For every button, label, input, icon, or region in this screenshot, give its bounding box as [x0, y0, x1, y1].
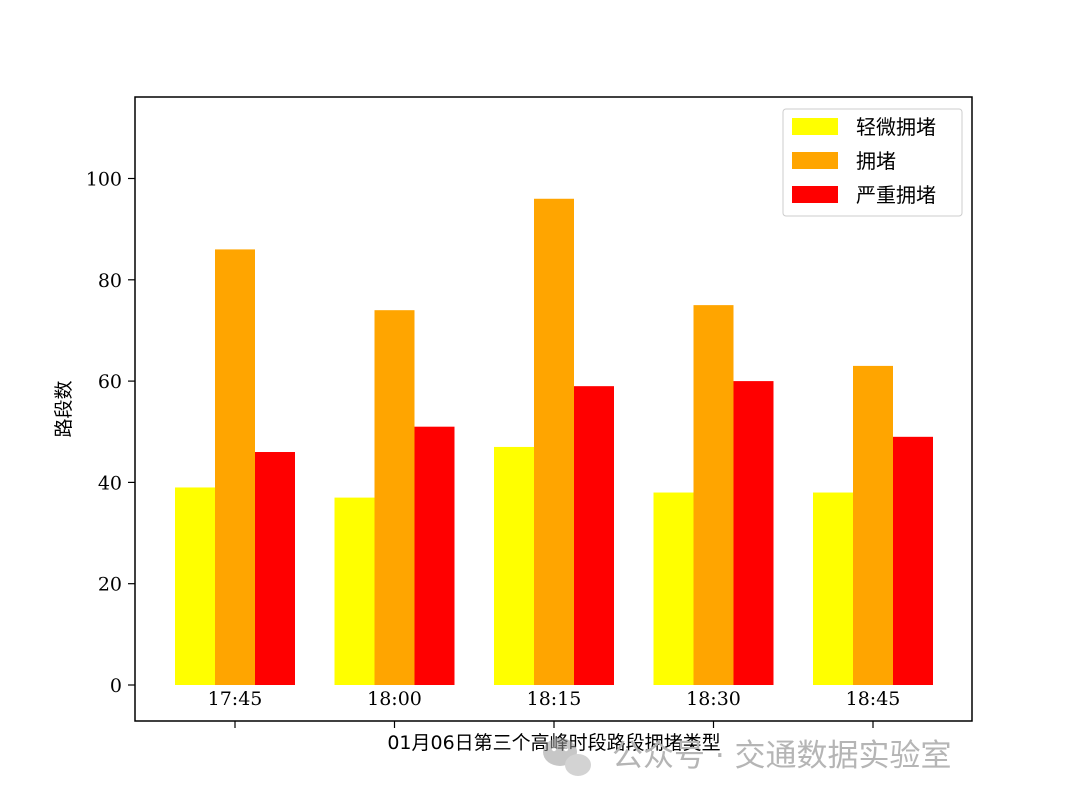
watermark-text: 公众号 · 交通数据实验室 — [612, 738, 952, 774]
bar-3-1815 — [574, 386, 614, 685]
bar-2-1815 — [534, 198, 574, 685]
x-axis: 17:45 18:00 18:15 18:30 18:45 — [208, 688, 901, 728]
bar-3-1845 — [893, 436, 933, 685]
bar-2-1800 — [374, 310, 415, 685]
bar-1-1845 — [813, 492, 853, 685]
y-tick-label: 0 — [110, 675, 122, 697]
y-tick-label: 100 — [86, 169, 122, 191]
watermark: 公众号 · 交通数据实验室 — [543, 738, 952, 776]
y-tick-label: 20 — [98, 574, 122, 596]
y-tick-label: 40 — [98, 472, 122, 494]
bar-2-1745 — [215, 249, 255, 685]
legend-swatch — [792, 152, 838, 169]
y-tick-label: 60 — [98, 371, 122, 393]
legend-entry: 轻微拥堵 — [856, 115, 936, 139]
x-tick-label: 17:45 — [208, 688, 263, 710]
legend-entry: 严重拥堵 — [856, 183, 936, 207]
y-axis-label: 路段数 — [53, 380, 75, 437]
bar-1-1830 — [653, 492, 694, 685]
x-tick-label: 18:15 — [527, 688, 582, 710]
y-axis: 0 20 40 60 80 100 — [86, 169, 135, 697]
y-tick-label: 80 — [98, 270, 122, 292]
bar-2-1845 — [853, 365, 893, 685]
bar-1-1815 — [494, 446, 534, 685]
bar-3-1800 — [414, 426, 455, 685]
wechat-icon — [543, 738, 591, 776]
x-tick-label: 18:30 — [686, 688, 741, 710]
legend-swatch — [792, 118, 838, 135]
bar-1-1800 — [334, 497, 375, 685]
bar-1-1745 — [175, 487, 215, 685]
legend-swatch — [792, 186, 838, 203]
bar-3-1745 — [255, 452, 295, 685]
x-tick-label: 18:45 — [846, 688, 901, 710]
legend-entry: 拥堵 — [856, 149, 896, 173]
bars-group — [175, 198, 933, 685]
x-tick-label: 18:00 — [367, 688, 422, 710]
bar-2-1830 — [693, 305, 734, 685]
bar-3-1830 — [733, 381, 774, 685]
